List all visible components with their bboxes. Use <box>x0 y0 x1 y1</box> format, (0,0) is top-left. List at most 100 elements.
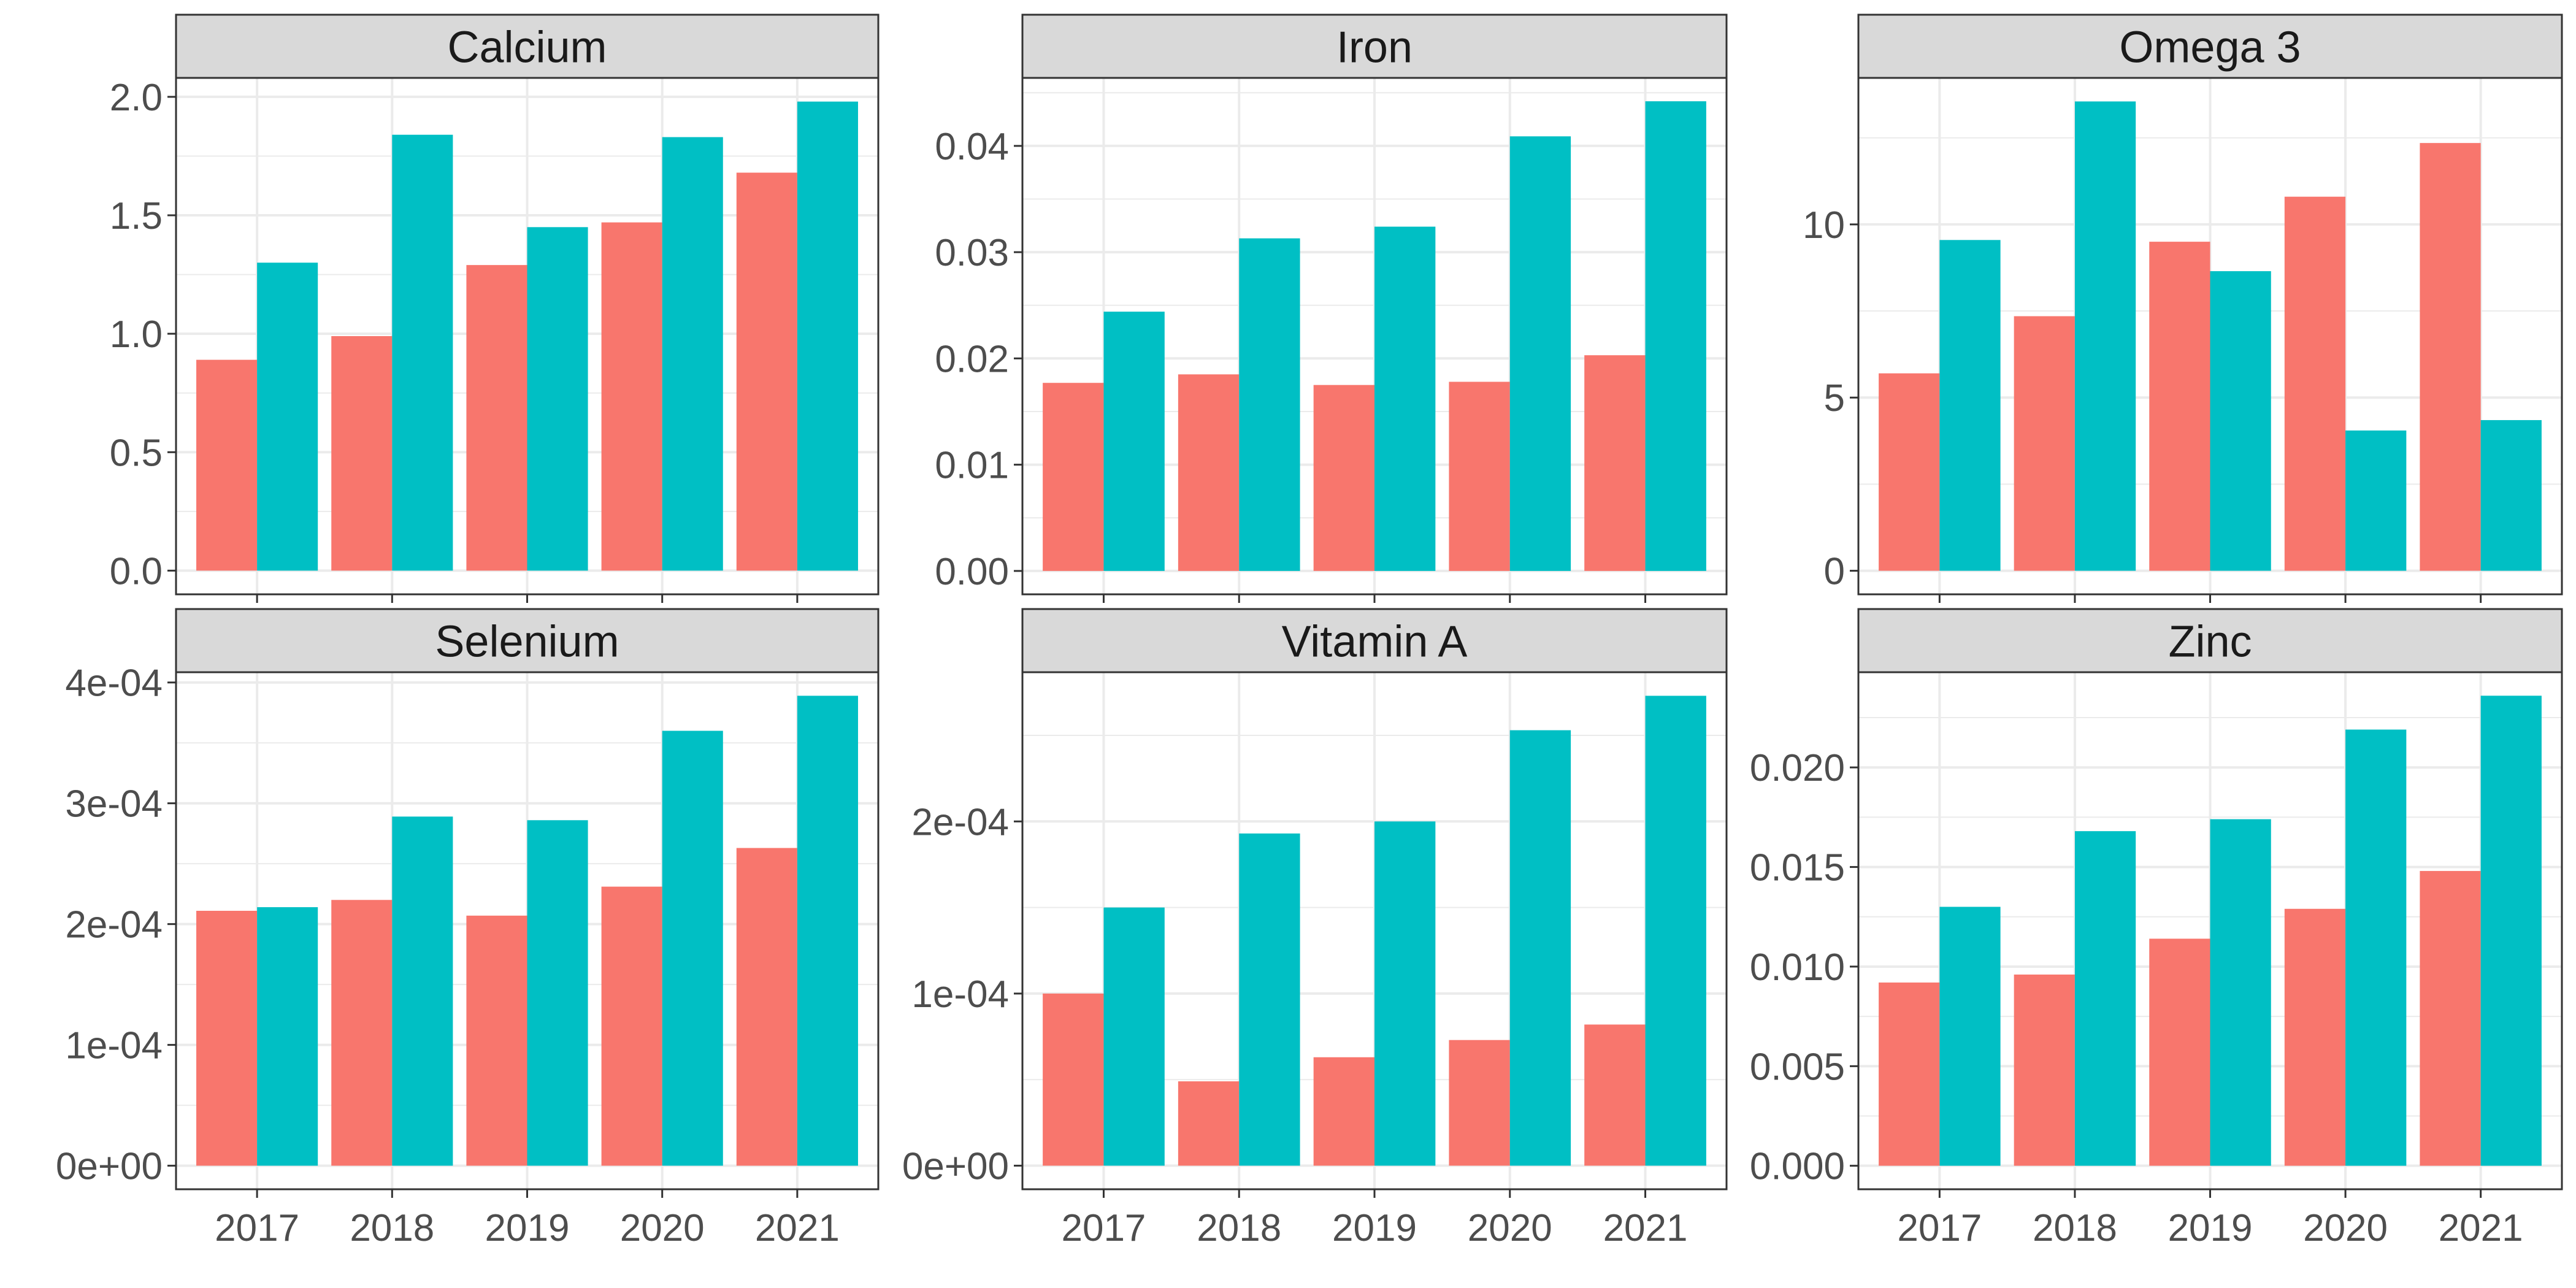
bar <box>1313 1057 1374 1166</box>
y-tick-label: 0.5 <box>110 432 163 474</box>
y-tick-label: 0e+00 <box>902 1146 1009 1188</box>
x-tick-label: 2017 <box>1061 1207 1146 1249</box>
y-tick-label: 0.005 <box>1750 1046 1845 1088</box>
facet-panel: Iron 0.00 0.01 0.02 0.03 0.04 <box>935 13 1728 603</box>
bar <box>331 336 393 571</box>
bar <box>196 359 258 571</box>
x-tick-label: 2019 <box>485 1207 570 1249</box>
bar <box>1178 1081 1240 1166</box>
bar <box>662 137 723 571</box>
y-tick-label: 0.01 <box>935 445 1009 487</box>
bar <box>1939 240 2001 571</box>
bar <box>2420 871 2481 1166</box>
x-tick-label: 2019 <box>1332 1207 1417 1249</box>
y-tick-label: 0 <box>1824 551 1845 593</box>
facet-strip <box>1857 13 2563 79</box>
bar <box>257 907 318 1166</box>
bar <box>1043 383 1104 571</box>
y-tick-label: 0.015 <box>1750 847 1845 889</box>
bar <box>1879 373 1940 571</box>
y-tick-label: 0.03 <box>935 232 1009 274</box>
bar <box>1879 982 1940 1166</box>
facet-panel: Vitamin A 0e+00 1e-04 2e-04 2017 2018 2019 2020… <box>902 608 1728 1249</box>
bar <box>736 172 797 571</box>
bar <box>2149 242 2210 571</box>
y-tick-label: 0.04 <box>935 126 1009 168</box>
y-tick-label: 1.5 <box>110 195 163 237</box>
bar <box>1239 833 1300 1166</box>
bar <box>1239 238 1300 571</box>
x-tick-label: 2019 <box>2168 1207 2253 1249</box>
facet-strip <box>1021 13 1728 79</box>
bar <box>1509 136 1571 571</box>
y-tick-label: 1.0 <box>110 313 163 356</box>
y-tick-label: 0e+00 <box>56 1146 163 1188</box>
facet-panel: Zinc 0.000 0.005 0.010 0.015 0.020 2017 2018 201… <box>1750 608 2563 1249</box>
y-tick-label: 2e-04 <box>911 801 1009 843</box>
facet-strip <box>175 13 880 79</box>
y-tick-label: 4e-04 <box>65 662 163 705</box>
y-tick-label: 10 <box>1803 204 1845 247</box>
x-tick-label: 2020 <box>620 1207 705 1249</box>
x-tick-label: 2018 <box>2033 1207 2117 1249</box>
y-tick-label: 0.020 <box>1750 747 1845 789</box>
y-tick-label: 0.0 <box>110 550 163 592</box>
x-tick-label: 2017 <box>215 1207 299 1249</box>
bar <box>2210 819 2271 1166</box>
facet-strip <box>175 608 880 673</box>
bar <box>1103 312 1165 571</box>
bar <box>1313 385 1374 571</box>
bar <box>2480 696 2542 1166</box>
y-tick-label: 2.0 <box>110 77 163 119</box>
facet-strip <box>1857 608 2563 673</box>
bar <box>1374 226 1436 571</box>
bar <box>527 820 588 1166</box>
x-tick-label: 2021 <box>1603 1207 1688 1249</box>
bar <box>1584 355 1646 571</box>
y-tick-label: 0.000 <box>1750 1146 1845 1188</box>
bar <box>527 227 588 571</box>
y-tick-label: 0.00 <box>935 551 1009 593</box>
x-tick-label: 2020 <box>1468 1207 1552 1249</box>
bar <box>1939 907 2001 1166</box>
bar <box>736 848 797 1166</box>
x-tick-label: 2018 <box>350 1207 434 1249</box>
bar <box>797 696 858 1166</box>
x-tick-label: 2017 <box>1897 1207 1982 1249</box>
facet-title: Zinc <box>2168 618 2252 667</box>
bar <box>257 263 318 571</box>
facet-title: Omega 3 <box>2119 23 2301 72</box>
facet-title: Calcium <box>447 23 607 72</box>
facet-title: Iron <box>1336 23 1413 72</box>
x-tick-label: 2021 <box>2439 1207 2523 1249</box>
x-tick-label: 2018 <box>1197 1207 1281 1249</box>
bar <box>1645 696 1706 1166</box>
y-tick-label: 0.010 <box>1750 946 1845 989</box>
bar <box>1178 374 1240 571</box>
bar <box>1449 1040 1510 1166</box>
bar <box>331 900 393 1166</box>
bar <box>1103 907 1165 1166</box>
y-tick-label: 1e-04 <box>911 973 1009 1016</box>
bar <box>2149 938 2210 1166</box>
bar <box>1374 821 1436 1166</box>
y-tick-label: 2e-04 <box>65 904 163 946</box>
bar <box>1043 993 1104 1166</box>
facet-panel: Selenium 0e+00 1e-04 2e-04 3e-04 4e-04 2017 201… <box>56 608 880 1249</box>
x-tick-label: 2020 <box>2303 1207 2388 1249</box>
y-tick-label: 0.02 <box>935 338 1009 380</box>
bar <box>662 730 723 1166</box>
bar <box>2480 420 2542 571</box>
bar <box>2284 196 2346 571</box>
bar <box>392 816 453 1166</box>
bar <box>2014 974 2075 1166</box>
bar <box>466 915 527 1166</box>
facet-title: Selenium <box>435 618 619 667</box>
bar <box>2074 101 2136 571</box>
bar <box>1584 1024 1646 1166</box>
y-tick-label: 1e-04 <box>65 1025 163 1067</box>
bar <box>797 101 858 571</box>
y-tick-label: 3e-04 <box>65 783 163 826</box>
bar <box>1645 101 1706 571</box>
